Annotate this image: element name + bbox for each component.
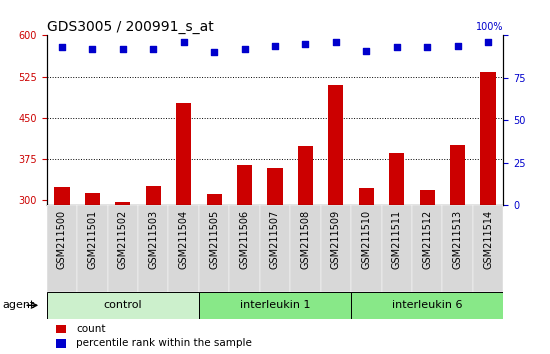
- Bar: [267, 168, 283, 205]
- Point: [362, 48, 371, 53]
- Text: GSM211504: GSM211504: [179, 210, 189, 269]
- Bar: [481, 72, 496, 205]
- Text: GSM211513: GSM211513: [453, 210, 463, 269]
- Bar: [176, 103, 191, 205]
- Point: [88, 46, 97, 52]
- Point: [423, 45, 432, 50]
- Point: [179, 39, 188, 45]
- Bar: [54, 187, 69, 205]
- Bar: [56, 325, 67, 333]
- Text: interleukin 1: interleukin 1: [240, 300, 310, 310]
- Point: [453, 43, 462, 48]
- Bar: [47, 205, 77, 292]
- Text: GSM211508: GSM211508: [300, 210, 310, 269]
- Bar: [56, 339, 67, 348]
- Text: GSM211506: GSM211506: [240, 210, 250, 269]
- Point: [301, 41, 310, 47]
- Text: GSM211503: GSM211503: [148, 210, 158, 269]
- Bar: [199, 292, 351, 319]
- Point: [271, 43, 279, 48]
- Bar: [321, 205, 351, 292]
- Bar: [298, 146, 313, 205]
- Point: [149, 46, 158, 52]
- Text: control: control: [103, 300, 142, 310]
- Text: GDS3005 / 200991_s_at: GDS3005 / 200991_s_at: [47, 21, 213, 34]
- Bar: [206, 194, 222, 205]
- Bar: [389, 153, 404, 205]
- Bar: [450, 145, 465, 205]
- Bar: [351, 292, 503, 319]
- Bar: [237, 165, 252, 205]
- Bar: [168, 205, 199, 292]
- Bar: [85, 193, 100, 205]
- Bar: [260, 205, 290, 292]
- Text: GSM211509: GSM211509: [331, 210, 341, 269]
- Text: GSM211501: GSM211501: [87, 210, 97, 269]
- Point: [210, 50, 218, 55]
- Bar: [442, 205, 473, 292]
- Bar: [420, 190, 435, 205]
- Bar: [108, 205, 138, 292]
- Bar: [77, 205, 108, 292]
- Text: GSM211507: GSM211507: [270, 210, 280, 269]
- Point: [392, 45, 401, 50]
- Text: GSM211505: GSM211505: [209, 210, 219, 269]
- Text: GSM211500: GSM211500: [57, 210, 67, 269]
- Text: GSM211511: GSM211511: [392, 210, 402, 269]
- Bar: [328, 85, 343, 205]
- Point: [58, 45, 67, 50]
- Point: [118, 46, 127, 52]
- Bar: [138, 205, 168, 292]
- Text: GSM211512: GSM211512: [422, 210, 432, 269]
- Point: [240, 46, 249, 52]
- Text: interleukin 6: interleukin 6: [392, 300, 463, 310]
- Bar: [359, 188, 374, 205]
- Text: 100%: 100%: [476, 22, 503, 32]
- Bar: [290, 205, 321, 292]
- Bar: [229, 205, 260, 292]
- Text: GSM211510: GSM211510: [361, 210, 371, 269]
- Bar: [382, 205, 412, 292]
- Point: [332, 39, 340, 45]
- Text: agent: agent: [2, 300, 35, 310]
- Text: count: count: [76, 324, 106, 334]
- Bar: [412, 205, 442, 292]
- Text: GSM211514: GSM211514: [483, 210, 493, 269]
- Bar: [199, 205, 229, 292]
- Text: GSM211502: GSM211502: [118, 210, 128, 269]
- Point: [483, 39, 492, 45]
- Bar: [47, 292, 199, 319]
- Bar: [146, 186, 161, 205]
- Bar: [351, 205, 382, 292]
- Bar: [116, 202, 130, 205]
- Text: percentile rank within the sample: percentile rank within the sample: [76, 338, 252, 348]
- Bar: [473, 205, 503, 292]
